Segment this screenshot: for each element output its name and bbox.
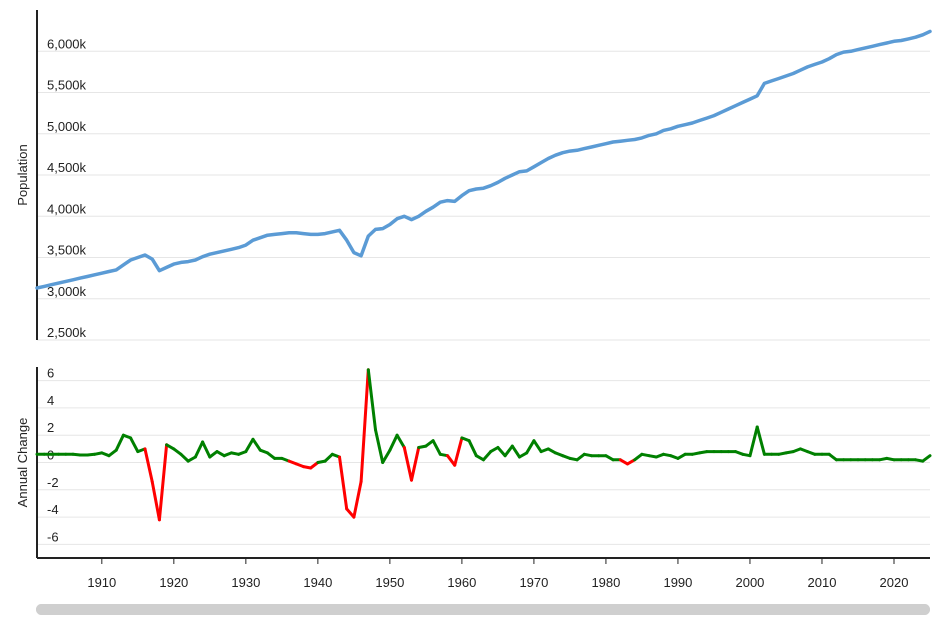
population-series-line <box>35 29 932 290</box>
population-axis-title: Population <box>15 144 30 205</box>
y-tick-label: -4 <box>47 502 59 517</box>
negative-change-segment <box>143 447 154 484</box>
positive-change-segment <box>374 428 385 464</box>
positive-change-segment <box>467 439 478 458</box>
x-tick-label: 1990 <box>663 575 692 590</box>
y-tick-label: 6 <box>47 366 54 381</box>
positive-change-segment <box>633 452 644 462</box>
x-tick-label: 1910 <box>87 575 116 590</box>
annual-change-axis-title: Annual Change <box>15 418 30 508</box>
x-tick-label: 1920 <box>159 575 188 590</box>
x-tick-label: 2010 <box>808 575 837 590</box>
positive-change-segment <box>525 439 536 455</box>
negative-change-segment <box>338 455 349 511</box>
scrollbar-thumb[interactable] <box>36 604 930 615</box>
positive-change-segment <box>395 433 406 449</box>
x-axis-ticks: 1910 1920 1930 1940 1950 1960 1970 1980 1990 2000… <box>87 558 908 590</box>
positive-change-segment <box>755 425 766 456</box>
negative-change-segment <box>410 446 421 482</box>
positive-change-segment <box>251 437 262 452</box>
positive-change-segment <box>575 452 586 462</box>
positive-change-segment <box>381 448 392 464</box>
positive-change-segment <box>193 440 205 459</box>
y-tick-label: 5,500k <box>47 78 87 93</box>
population-gridlines <box>37 50 930 341</box>
x-tick-label: 2000 <box>735 575 764 590</box>
x-tick-label: 1950 <box>375 575 404 590</box>
negative-change-segment <box>309 461 320 470</box>
horizontal-scrollbar[interactable] <box>36 604 930 615</box>
x-tick-label: 2020 <box>880 575 909 590</box>
positive-change-segment <box>244 437 255 454</box>
x-tick-label: 1980 <box>591 575 620 590</box>
y-tick-label: -2 <box>47 475 59 490</box>
positive-change-segment <box>201 440 212 459</box>
positive-change-segment <box>323 452 334 463</box>
positive-change-segment <box>510 444 521 459</box>
y-tick-label: 3,500k <box>47 243 87 258</box>
positive-change-segment <box>107 448 118 458</box>
x-tick-label: 1940 <box>303 575 332 590</box>
positive-change-segment <box>266 451 277 460</box>
x-tick-label: 1970 <box>519 575 548 590</box>
positive-change-segment <box>366 368 377 432</box>
annual-change-panel: -6-4-20246 19101920193019401950196019701… <box>15 366 932 590</box>
positive-change-segment <box>496 446 507 458</box>
x-tick-label: 1960 <box>447 575 476 590</box>
negative-change-segment <box>402 446 413 482</box>
positive-change-segment <box>129 436 140 454</box>
positive-change-segment <box>827 452 838 462</box>
negative-change-segment <box>157 443 169 522</box>
y-tick-label: 4 <box>47 393 54 408</box>
negative-change-segment <box>359 368 370 484</box>
positive-change-segment <box>503 444 514 458</box>
y-tick-label: 2,500k <box>47 325 87 340</box>
y-tick-label: 6,000k <box>47 36 87 51</box>
x-tick-label: 1930 <box>231 575 260 590</box>
y-tick-label: 2 <box>47 420 54 435</box>
positive-change-segment <box>179 452 190 463</box>
positive-change-segment <box>532 439 543 454</box>
negative-change-segment <box>446 454 457 467</box>
y-tick-label: 4,500k <box>47 160 87 175</box>
positive-change-segment <box>431 439 442 456</box>
positive-change-segment <box>482 450 493 462</box>
negative-change-segment <box>352 480 363 519</box>
positive-change-segment <box>748 425 759 458</box>
negative-change-segment <box>453 436 464 467</box>
annual-change-series-line <box>35 368 932 522</box>
y-tick-label: 5,000k <box>47 119 87 134</box>
y-tick-label: 4,000k <box>47 201 87 216</box>
positive-change-segment <box>114 433 125 452</box>
y-tick-label: 3,000k <box>47 284 87 299</box>
y-tick-label: -6 <box>47 529 59 544</box>
population-panel: 2,500k 3,000k 3,500k 4,000k 4,500k 5,000k 5,50… <box>15 10 932 341</box>
positive-change-segment <box>388 433 399 452</box>
population-y-ticks: 2,500k 3,000k 3,500k 4,000k 4,500k 5,000k 5,50… <box>47 36 87 340</box>
negative-change-segment <box>150 480 161 522</box>
annual-change-gridlines <box>37 380 930 545</box>
positive-change-segment <box>921 454 932 463</box>
